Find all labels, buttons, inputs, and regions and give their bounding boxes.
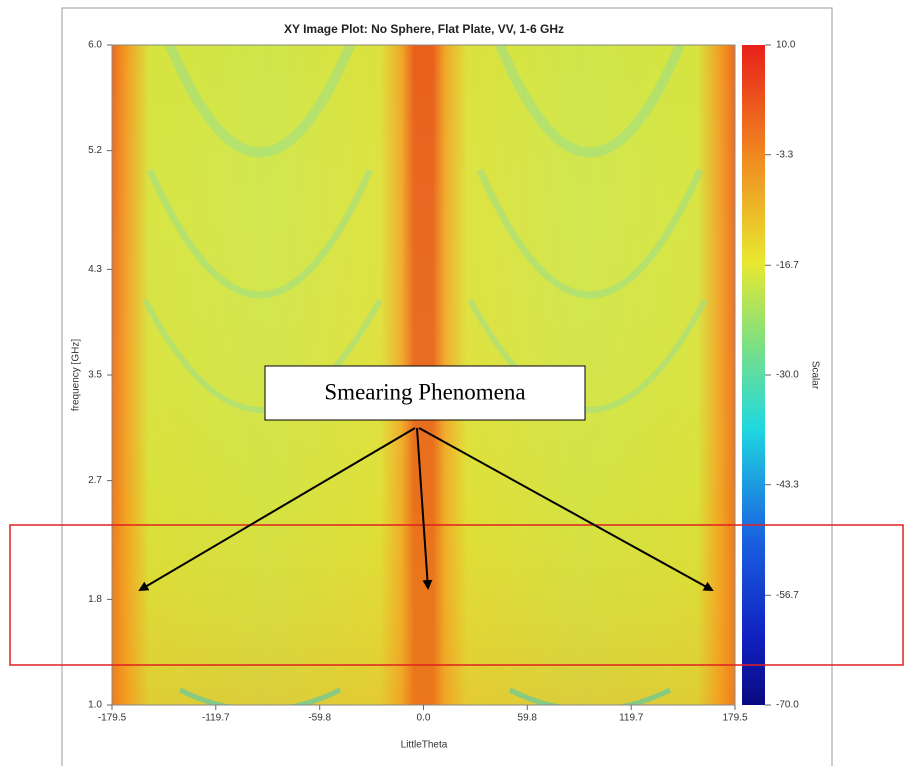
colorbar-tick-label: -56.7 [776,590,799,601]
arrow [416,427,433,590]
y-tick-label: 1.8 [88,594,102,605]
y-tick-label: 2.7 [88,475,102,486]
x-axis-label: LittleTheta [401,740,448,751]
colorbar-tick-label: 10.0 [776,40,796,51]
colorbar [742,45,765,705]
x-tick-label: 179.5 [722,713,747,724]
y-tick-label: 6.0 [88,40,102,51]
highlight-box [9,524,904,666]
arrow [138,427,416,592]
x-tick-label: 0.0 [417,713,431,724]
colorbar-tick-label: -43.3 [776,479,799,490]
annotation-box [264,365,586,421]
x-tick-label: -59.8 [308,713,331,724]
frame [61,7,833,766]
colorbar-tick-label: -30.0 [776,370,799,381]
y-tick-label: 5.2 [88,145,102,156]
colorbar-tick-label: -3.3 [776,149,794,160]
x-tick-label: -119.7 [202,713,230,724]
y-tick-label: 3.5 [88,370,102,381]
x-tick-label: 119.7 [619,713,644,724]
y-tick-label: 4.3 [88,264,102,275]
annotation: Smearing Phenomena [324,379,525,404]
x-tick-label: -179.5 [98,713,127,724]
colorbar-label: Scalar [809,361,820,390]
chart-title: XY Image Plot: No Sphere, Flat Plate, VV… [284,22,564,36]
y-axis-label: frequency [GHz] [71,339,82,411]
arrow [418,427,714,591]
y-tick-label: 1.0 [88,700,102,711]
colorbar-tick-label: -70.0 [776,700,799,711]
x-tick-label: 59.8 [518,713,538,724]
colorbar-tick-label: -16.7 [776,260,799,271]
